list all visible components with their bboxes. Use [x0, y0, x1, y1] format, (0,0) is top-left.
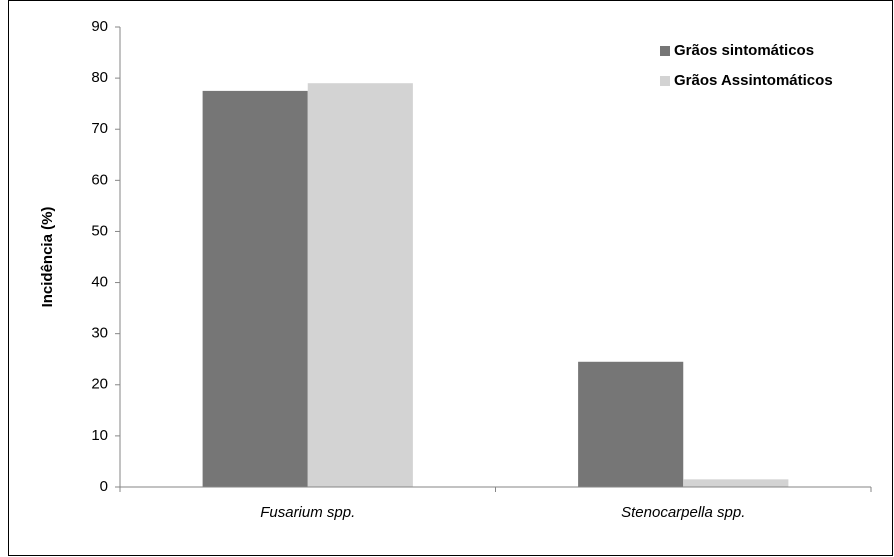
- y-tick-label: 20: [91, 376, 108, 393]
- y-tick-label: 10: [91, 427, 108, 444]
- y-tick-label: 90: [91, 18, 108, 35]
- x-tick-label: Stenocarpella spp.: [621, 504, 745, 521]
- y-axis-label: Incidência (%): [39, 207, 56, 308]
- bar: [578, 361, 684, 487]
- legend-label: Grãos sintomáticos: [674, 42, 814, 59]
- y-tick-label: 70: [91, 120, 108, 137]
- bar: [683, 479, 789, 487]
- legend-swatch: [660, 46, 670, 56]
- y-tick-label: 40: [91, 274, 108, 291]
- legend-label: Grãos Assintomáticos: [674, 72, 833, 89]
- legend-swatch: [660, 76, 670, 86]
- y-tick-label: 50: [91, 222, 108, 239]
- bar: [307, 83, 413, 487]
- y-tick-label: 60: [91, 171, 108, 188]
- x-tick-label: Fusarium spp.: [260, 504, 355, 521]
- y-tick-label: 0: [100, 478, 108, 495]
- bar: [202, 90, 308, 487]
- chart-frame: [8, 0, 893, 556]
- y-tick-label: 80: [91, 69, 108, 86]
- y-tick-label: 30: [91, 325, 108, 342]
